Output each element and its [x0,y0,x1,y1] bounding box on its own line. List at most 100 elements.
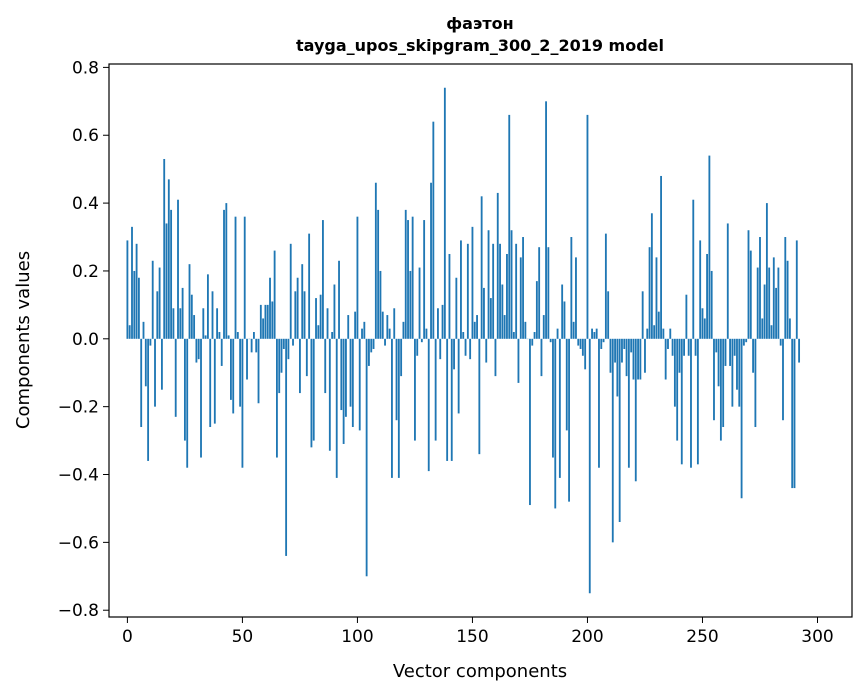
bar [128,325,131,339]
bar [680,338,683,465]
bar [209,338,212,428]
bar [579,338,582,349]
bar [793,338,796,489]
bar [328,338,331,451]
bar [510,230,513,339]
bar [572,321,575,339]
bar [448,253,451,339]
bar [722,338,725,428]
bar [549,338,552,343]
bar [717,338,720,387]
bar [183,338,186,441]
bar [186,338,189,468]
bar [393,308,396,339]
bar [324,338,327,394]
bar [381,311,384,339]
bar [692,199,695,339]
chart-subtitle: tayga_upos_skipgram_300_2_2019 model [296,36,664,55]
bar [434,338,437,441]
bar [786,260,789,339]
bar [158,267,161,339]
bar [246,338,248,380]
bar [280,338,283,373]
bar [706,253,708,339]
y-tick-label: 0.8 [72,58,99,78]
bar [391,338,393,478]
bar [142,321,145,339]
bar [494,338,497,377]
x-tick-label: 50 [232,627,254,647]
bar [427,338,430,472]
bar [639,338,642,380]
y-tick-label: −0.8 [58,601,99,621]
bar [420,338,423,343]
bar [547,247,550,339]
bar [257,338,260,404]
bar [687,338,690,356]
bar [618,338,621,522]
bar [754,338,757,428]
bar [365,338,368,577]
bar [135,243,138,339]
bar [664,338,667,380]
bar [177,199,179,339]
bar [236,332,239,339]
bar [632,338,635,380]
bar [565,338,568,431]
bar [503,315,506,339]
bar [648,247,651,339]
bar [508,114,511,339]
bar [464,338,467,356]
bar [460,240,462,339]
bar [713,338,715,421]
bar [340,338,343,411]
bar [646,328,649,339]
bar [719,338,722,441]
bar [694,338,697,356]
bar [250,338,253,353]
bar [273,250,276,339]
bar [407,220,409,339]
bar [402,321,405,339]
bar [683,338,685,356]
bar [604,233,607,339]
bar [779,338,782,346]
bar [190,294,193,339]
bar [188,264,191,339]
bar [759,237,761,339]
bar [768,267,771,339]
bar [756,267,759,339]
bar [595,328,598,339]
bar [266,304,269,339]
bar [425,328,428,339]
bar [634,338,637,482]
bar [333,284,336,339]
bar [662,328,665,339]
x-tick-label: 150 [456,627,488,647]
bar [144,338,147,387]
bar [673,338,676,407]
bar [202,308,205,339]
bar [607,291,610,339]
bar [644,338,646,373]
y-tick-label: 0.4 [72,194,99,214]
bar [312,338,315,441]
y-tick-label: −0.6 [58,533,99,553]
bar [729,338,731,366]
bar [630,338,633,353]
bar [745,338,748,343]
bar [708,155,711,339]
bar [650,213,653,339]
bar [377,209,380,339]
bar [660,175,662,339]
bar [782,338,784,421]
bar [763,284,766,339]
bar [430,182,432,339]
bar [496,192,499,339]
bar [577,338,580,346]
bar [535,281,538,339]
bar [443,87,446,339]
bar [227,335,230,339]
bar [483,287,485,339]
bar [657,311,660,339]
